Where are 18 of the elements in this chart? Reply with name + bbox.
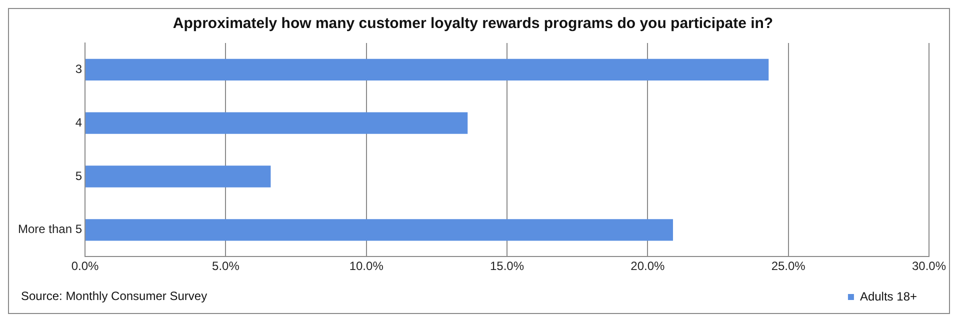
x-tick-label: 20.0% (630, 259, 666, 274)
bar (86, 166, 271, 188)
legend-label: Adults 18+ (860, 289, 918, 304)
bar (86, 219, 673, 241)
bar (86, 58, 769, 81)
y-tick-label: More than 5 (18, 222, 82, 236)
x-tick-label: 25.0% (771, 259, 806, 274)
x-tick-label: 10.0% (349, 259, 384, 274)
x-tick-label: 5.0% (212, 259, 240, 274)
bar (86, 112, 468, 134)
x-tick-label: 0.0% (71, 259, 100, 274)
y-tick-label: 3 (75, 62, 82, 76)
source-note: Source: Monthly Consumer Survey (21, 289, 208, 303)
y-tick-label: 4 (75, 115, 82, 130)
y-tick-label: 5 (75, 168, 82, 183)
chart-title: Approximately how many customer loyalty rewards programs do you participate in? (172, 15, 774, 32)
x-tick-label: 15.0% (490, 259, 524, 274)
x-tick-label: 30.0% (912, 259, 946, 274)
